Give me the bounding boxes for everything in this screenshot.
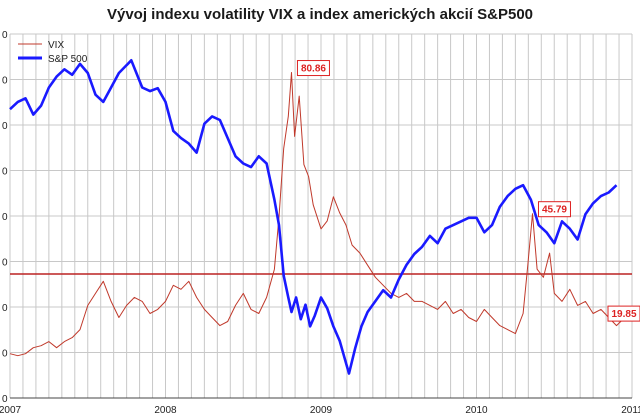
annotation-label: 45.79 — [542, 205, 567, 216]
legend: VIX S&P 500 — [18, 40, 88, 65]
vix-line — [9, 72, 625, 357]
x-tick-label: 2009 — [310, 405, 333, 416]
y-tick-label: 0 — [2, 167, 8, 178]
x-tick-label: 2011 — [621, 405, 640, 416]
sp500-line — [9, 59, 618, 375]
annotation-label: 19.85 — [611, 309, 636, 320]
x-tick-label: 2007 — [0, 405, 22, 416]
y-tick-label: 0 — [2, 30, 8, 41]
annotation-label: 80.86 — [301, 64, 326, 75]
annotation-box — [537, 201, 571, 218]
legend-label: S&P 500 — [48, 54, 88, 65]
y-tick-label: 0 — [2, 394, 8, 405]
grid-layer — [9, 33, 633, 399]
annotation-layer: 80.86 45.79 19.85 — [296, 60, 640, 322]
legend-label: VIX — [48, 40, 64, 51]
axis-layer: 2007 2008 2009 2010 2011 0 0 0 0 0 0 0 0 0 — [0, 30, 640, 416]
y-tick-label: 0 — [2, 121, 8, 132]
annotation-box — [607, 305, 640, 322]
series-layer — [9, 59, 625, 375]
y-tick-label: 0 — [2, 303, 8, 314]
annotation-box — [296, 60, 330, 77]
x-tick-label: 2008 — [154, 405, 177, 416]
x-tick-label: 2010 — [465, 405, 488, 416]
chart-title: Vývoj indexu volatility VIX a index amer… — [106, 6, 534, 23]
y-tick-label: 0 — [2, 212, 8, 223]
y-tick-label: 0 — [2, 76, 8, 87]
y-tick-label: 0 — [2, 349, 8, 360]
y-tick-label: 0 — [2, 258, 8, 269]
